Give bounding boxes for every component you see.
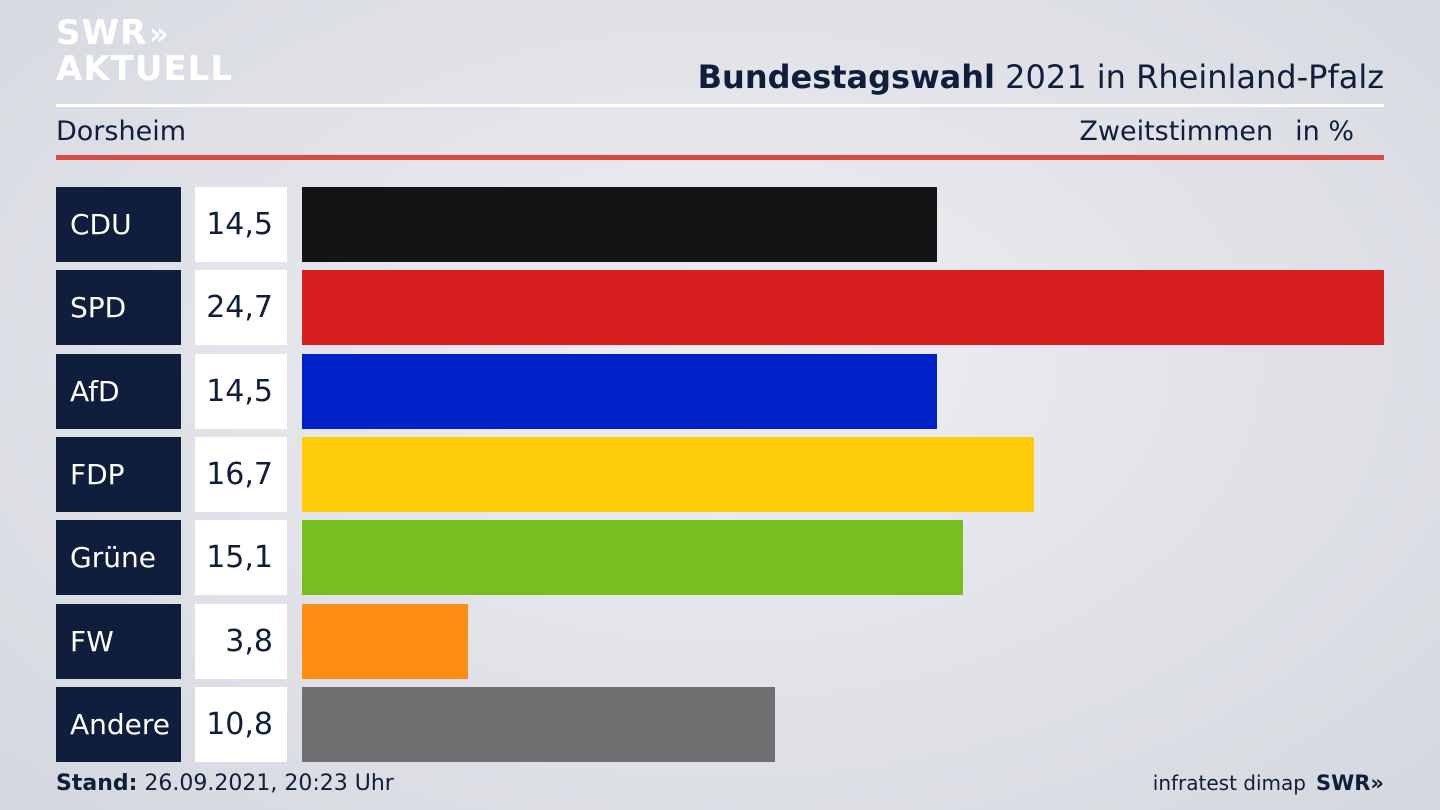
metric-name: Zweitstimmen (1079, 116, 1274, 147)
bar-row: CDU 14,5 (56, 187, 1384, 262)
location-label: Dorsheim (56, 116, 187, 147)
logo-aktuell-text: AKTUELL (56, 49, 234, 89)
metric-label: Zweitstimmen in % (1079, 116, 1354, 147)
timestamp: Stand: 26.09.2021, 20:23 Uhr (56, 771, 394, 796)
value-label: 14,5 (195, 354, 287, 429)
value-label: 16,7 (195, 437, 287, 512)
bar-row: Andere 10,8 (56, 687, 1384, 762)
source-credit: infratest dimap SWR» (1153, 771, 1384, 795)
party-label: AfD (56, 354, 181, 429)
value-label: 15,1 (195, 520, 287, 595)
party-label: SPD (56, 270, 181, 345)
party-label: CDU (56, 187, 181, 262)
logo-swr-text: SWR (56, 13, 148, 53)
timestamp-label: Stand: (56, 771, 138, 796)
bar (302, 520, 963, 595)
value-label: 10,8 (195, 687, 287, 762)
timestamp-value: 26.09.2021, 20:23 Uhr (137, 771, 394, 796)
bar-row: SPD 24,7 (56, 270, 1384, 345)
chart-title-bold: Bundestagswahl (697, 58, 995, 96)
value-label: 24,7 (195, 270, 287, 345)
metric-unit: in % (1295, 116, 1354, 147)
party-label: FW (56, 604, 181, 679)
bar (302, 687, 775, 762)
swr-aktuell-logo: SWR» AKTUELL (56, 16, 233, 86)
bar (302, 437, 1034, 512)
party-label: FDP (56, 437, 181, 512)
bar (302, 354, 937, 429)
bar (302, 187, 937, 262)
bar-row: FW 3,8 (56, 604, 1384, 679)
chart-title: Bundestagswahl 2021 in Rheinland-Pfalz (698, 58, 1384, 96)
value-label: 3,8 (195, 604, 287, 679)
bar (302, 604, 468, 679)
swr-small-logo: SWR» (1315, 771, 1384, 795)
header-divider (56, 104, 1384, 107)
bar-row: FDP 16,7 (56, 437, 1384, 512)
source-name: infratest dimap (1152, 771, 1306, 795)
chart-title-rest: 2021 in Rheinland-Pfalz (995, 58, 1384, 96)
accent-divider (56, 155, 1384, 160)
party-label: Grüne (56, 520, 181, 595)
logo-arrows-icon: » (149, 17, 169, 52)
value-label: 14,5 (195, 187, 287, 262)
party-label: Andere (56, 687, 181, 762)
bar-row: Grüne 15,1 (56, 520, 1384, 595)
bar-row: AfD 14,5 (56, 354, 1384, 429)
bar (302, 270, 1384, 345)
